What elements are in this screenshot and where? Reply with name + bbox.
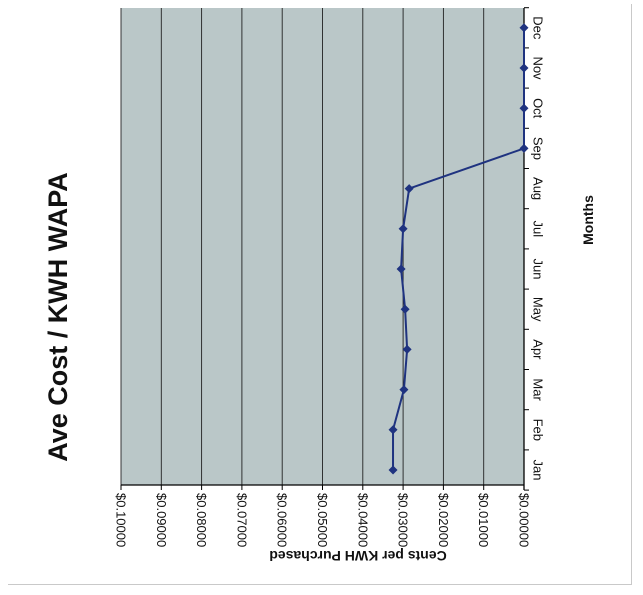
data-point-marker	[519, 103, 529, 113]
category-tick-label: Apr	[531, 339, 546, 360]
value-tick-label: $0.01000	[476, 493, 491, 547]
value-tick-label: $0.07000	[234, 493, 249, 547]
data-series	[388, 23, 529, 475]
y-axis-title: Cents per KWH Purchased	[269, 548, 446, 564]
data-point-marker	[519, 23, 529, 33]
series-line	[392, 27, 525, 470]
chart-title: Ave Cost / KWH WAPA	[43, 172, 73, 462]
value-tick-label: $0.03000	[396, 493, 411, 547]
category-tick-label: Jul	[531, 220, 546, 237]
category-tick-label: May	[531, 297, 546, 322]
value-tick-label: $0.09000	[154, 493, 169, 547]
data-point-marker	[400, 304, 410, 314]
value-tick-label: $0.02000	[436, 493, 451, 547]
category-tick-label: Feb	[531, 419, 546, 441]
data-point-marker	[388, 425, 398, 435]
category-tick-label: Dec	[531, 16, 546, 40]
data-point-marker	[399, 385, 409, 395]
value-tick-label: $0.06000	[275, 493, 290, 547]
data-point-marker	[398, 224, 408, 234]
chart-frame	[8, 4, 632, 585]
category-tick-label: Nov	[531, 56, 546, 80]
category-tick-label: Sep	[531, 137, 546, 160]
plot-group	[120, 7, 529, 491]
value-tick-label: $0.08000	[194, 493, 209, 547]
data-point-marker	[388, 465, 398, 475]
category-tick-label: Oct	[531, 98, 546, 119]
category-tick-label: Mar	[531, 378, 546, 401]
x-axis-title: Months	[580, 195, 596, 245]
labels: Ave Cost / KWH WAPA Months Cents per KWH…	[43, 16, 596, 564]
category-tick-label: Aug	[531, 177, 546, 200]
category-tick-label: Jun	[531, 259, 546, 280]
value-tick-label: $0.00000	[517, 493, 532, 547]
data-point-marker	[519, 143, 529, 153]
data-point-marker	[404, 184, 414, 194]
data-point-marker	[519, 63, 529, 73]
value-tick-label: $0.10000	[114, 493, 129, 547]
value-tick-label: $0.04000	[355, 493, 370, 547]
value-tick-label: $0.05000	[315, 493, 330, 547]
category-tick-label: Jan	[531, 460, 546, 481]
data-point-marker	[396, 264, 406, 274]
data-point-marker	[402, 344, 412, 354]
